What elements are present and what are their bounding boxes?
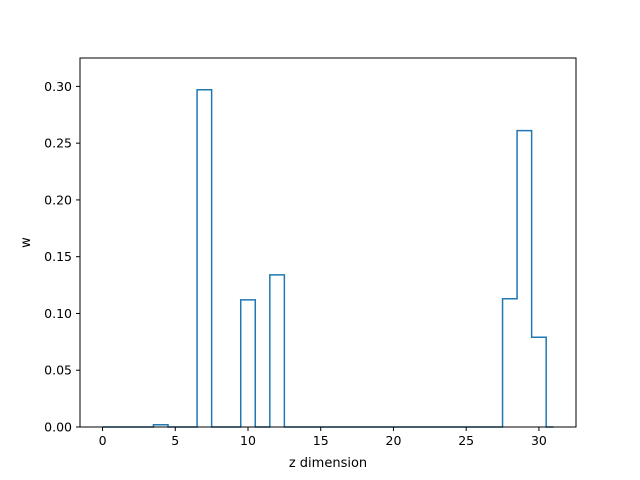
x-tick-label: 20: [386, 433, 402, 448]
y-tick-label: 0.10: [44, 306, 72, 321]
y-axis-ticks: 0.00 0.05 0.10 0.15 0.20 0.25 0.30: [44, 79, 80, 435]
x-axis-label: z dimension: [289, 456, 367, 471]
y-axis-label: w: [19, 237, 34, 248]
x-tick-label: 0: [99, 433, 107, 448]
y-tick-label: 0.25: [44, 136, 72, 151]
y-tick-label: 0.30: [44, 79, 72, 94]
x-tick-label: 15: [313, 433, 329, 448]
x-axis-ticks: 0 5 10 15 20 25 30: [99, 427, 547, 448]
x-tick-label: 5: [171, 433, 179, 448]
x-tick-label: 30: [531, 433, 547, 448]
y-tick-label: 0.00: [44, 420, 72, 435]
y-tick-label: 0.20: [44, 192, 72, 207]
x-tick-label: 25: [458, 433, 474, 448]
x-tick-label: 10: [240, 433, 256, 448]
y-tick-label: 0.15: [44, 249, 72, 264]
y-tick-label: 0.05: [44, 363, 72, 378]
plot-frame: [79, 57, 577, 428]
